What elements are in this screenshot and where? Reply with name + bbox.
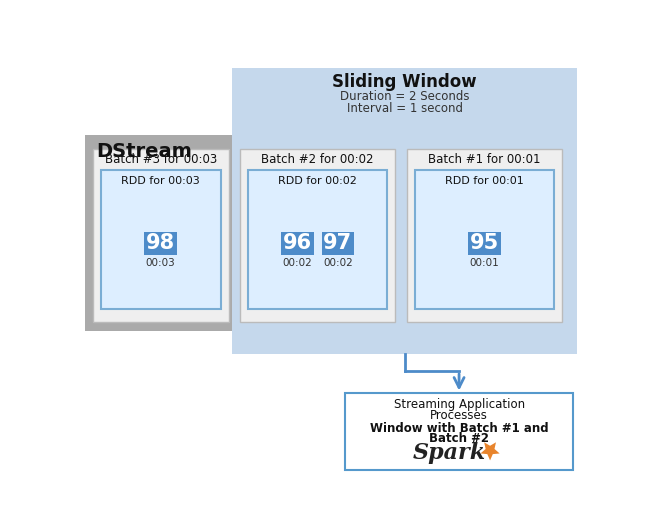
Text: 97: 97	[323, 233, 352, 253]
Text: Sliding Window: Sliding Window	[333, 72, 477, 90]
Text: 00:02: 00:02	[283, 257, 313, 268]
Text: 95: 95	[469, 233, 499, 253]
Text: RDD for 00:03: RDD for 00:03	[122, 176, 200, 186]
Bar	[248, 170, 387, 309]
Text: 96: 96	[283, 233, 312, 253]
Text: Batch #2 for 00:02: Batch #2 for 00:02	[261, 153, 374, 166]
Text: DStream: DStream	[96, 142, 192, 161]
Text: 98: 98	[146, 233, 176, 253]
Text: Batch #1 for 00:01: Batch #1 for 00:01	[428, 153, 541, 166]
Bar	[101, 170, 221, 309]
Text: Duration = 2 Seconds: Duration = 2 Seconds	[340, 90, 469, 103]
Bar	[240, 148, 395, 322]
Text: Batch #2: Batch #2	[429, 433, 489, 445]
Bar	[344, 393, 573, 470]
Text: 00:02: 00:02	[323, 257, 353, 268]
Bar	[93, 148, 229, 322]
Text: 00:03: 00:03	[146, 257, 176, 268]
Text: Spark: Spark	[413, 443, 486, 464]
Bar	[233, 68, 577, 137]
Text: Interval = 1 second: Interval = 1 second	[347, 102, 463, 115]
Bar	[415, 170, 554, 309]
Bar	[233, 327, 577, 354]
Polygon shape	[480, 442, 500, 460]
Bar	[144, 232, 177, 255]
Bar	[281, 232, 314, 255]
Bar	[85, 135, 577, 331]
Text: RDD for 00:02: RDD for 00:02	[278, 176, 357, 186]
Text: Window with Batch #1 and: Window with Batch #1 and	[370, 421, 549, 435]
Bar	[322, 232, 354, 255]
Bar	[407, 148, 562, 322]
Text: 00:01: 00:01	[469, 257, 499, 268]
Bar	[468, 232, 500, 255]
Text: Batch #3 for 00:03: Batch #3 for 00:03	[105, 153, 217, 166]
Bar	[233, 135, 577, 331]
Text: Streaming Application: Streaming Application	[393, 398, 525, 411]
Text: RDD for 00:01: RDD for 00:01	[445, 176, 524, 186]
Text: Processes: Processes	[430, 409, 488, 422]
